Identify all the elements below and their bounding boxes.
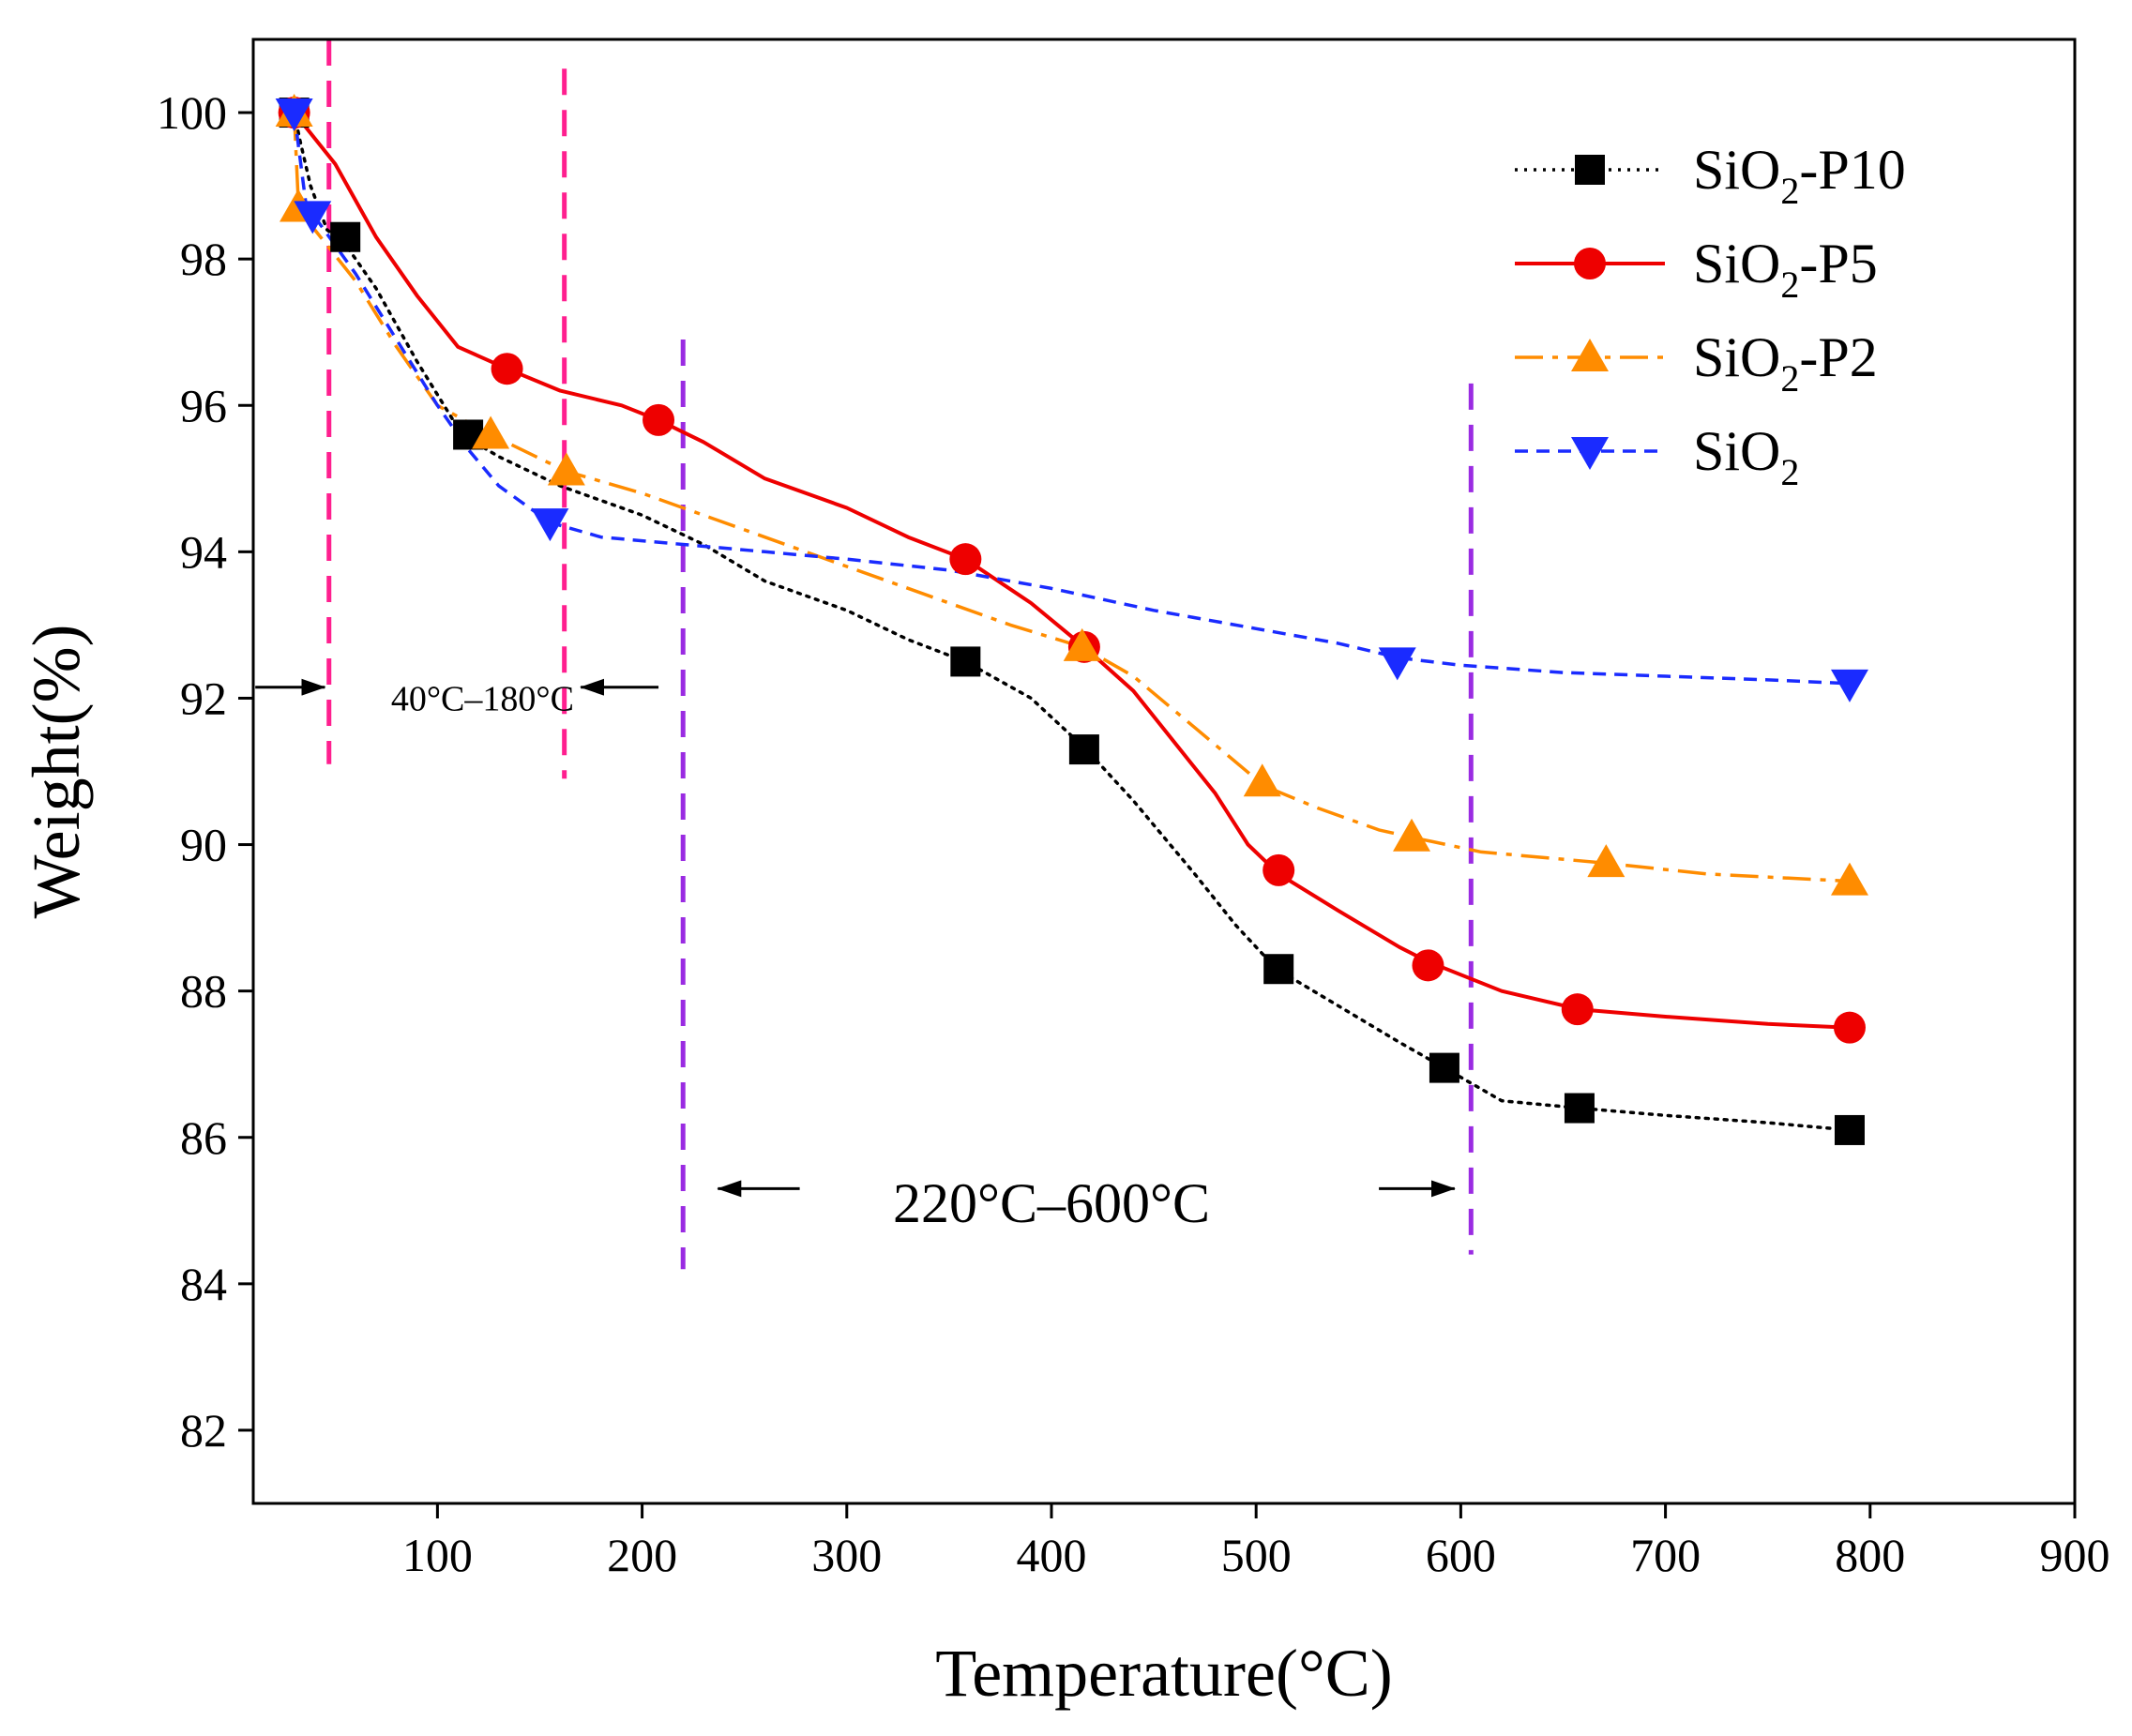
legend-label-3: SiO2-P2 xyxy=(1693,326,1878,400)
series-1-point-5 xyxy=(1068,734,1099,765)
legend: SiO2-P10 SiO2-P5 SiO2-P2 SiO2 xyxy=(1515,139,1906,493)
y-tick-label-7: 94 xyxy=(180,525,227,578)
x-tick-label-4: 400 xyxy=(1016,1529,1086,1581)
x-tick-label-5: 500 xyxy=(1221,1529,1292,1581)
x-axis-title: Temperature(°C) xyxy=(935,1636,1393,1711)
series-4-point-4 xyxy=(1378,647,1416,681)
y-tick-label-6: 92 xyxy=(180,672,227,724)
series-2-point-7 xyxy=(1412,949,1444,982)
series-1-point-2 xyxy=(330,221,361,252)
series-4-point-5 xyxy=(1830,669,1868,702)
legend-marker-2 xyxy=(1574,248,1606,279)
x-tick-label-8: 800 xyxy=(1835,1529,1905,1581)
y-tick-label-1: 82 xyxy=(180,1404,227,1457)
vertical-marker-lines xyxy=(326,39,1474,1270)
series-3-point-8 xyxy=(1587,844,1625,878)
legend-marker-4 xyxy=(1571,437,1609,470)
legend-marker-1 xyxy=(1575,155,1605,185)
y-tick-label-4: 88 xyxy=(180,965,227,1018)
y-tick-label-8: 96 xyxy=(180,379,227,431)
series-layer xyxy=(275,94,1868,1145)
series-1-point-8 xyxy=(1564,1093,1595,1124)
series-line-3 xyxy=(292,113,1851,883)
series-2-point-6 xyxy=(1263,853,1295,886)
series-1-point-4 xyxy=(950,646,981,677)
series-4-point-2 xyxy=(294,201,332,234)
legend-label-1: SiO2-P10 xyxy=(1693,139,1906,212)
legend-label-4: SiO2 xyxy=(1693,420,1799,493)
series-2-point-9 xyxy=(1833,1011,1866,1044)
axes-layer: 100 200 300 400 500 600 700 800 900 82 84 86 88 90 92 9… xyxy=(19,38,2110,1711)
series-1-point-9 xyxy=(1834,1114,1865,1145)
plot-frame xyxy=(251,38,2077,1505)
series-line-2 xyxy=(293,111,1851,1030)
x-tick-label-9: 900 xyxy=(2040,1529,2110,1581)
x-tick-label-6: 600 xyxy=(1426,1529,1496,1581)
series-3-point-5 xyxy=(1063,627,1101,661)
series-3-point-7 xyxy=(1393,818,1431,852)
y-tick-label-2: 84 xyxy=(180,1258,227,1310)
series-2-point-4 xyxy=(949,543,982,576)
y-tick-label-10: 100 xyxy=(157,86,227,139)
x-tick-label-2: 200 xyxy=(607,1529,677,1581)
legend-marker-3 xyxy=(1571,339,1609,371)
y-tick-label-3: 86 xyxy=(180,1111,227,1164)
x-tick-label-1: 100 xyxy=(402,1529,473,1581)
series-2-point-8 xyxy=(1561,993,1594,1026)
series-3-point-9 xyxy=(1830,862,1868,896)
series-line-4 xyxy=(292,112,1851,686)
series-2-point-3 xyxy=(643,403,675,436)
y-tick-label-9: 98 xyxy=(180,233,227,285)
series-3-point-6 xyxy=(1243,763,1281,797)
legend-label-2: SiO2-P5 xyxy=(1693,233,1878,306)
series-2-point-2 xyxy=(491,353,523,385)
x-tick-label-7: 700 xyxy=(1630,1529,1701,1581)
series-1-point-6 xyxy=(1263,954,1294,985)
series-4-point-1 xyxy=(275,98,313,132)
y-axis-title: Weight(%) xyxy=(19,624,94,918)
annotation-layer: 40°C–180°C 220°C–600°C xyxy=(255,678,1456,1234)
x-tick-label-3: 300 xyxy=(811,1529,882,1581)
series-3-point-3 xyxy=(472,415,510,449)
series-4-point-3 xyxy=(531,508,569,542)
y-tick-label-5: 90 xyxy=(180,819,227,871)
region-label-2: 220°C–600°C xyxy=(893,1172,1210,1234)
region-label-1: 40°C–180°C xyxy=(391,679,574,718)
series-1-point-7 xyxy=(1429,1052,1459,1083)
series-3-point-4 xyxy=(547,452,585,486)
